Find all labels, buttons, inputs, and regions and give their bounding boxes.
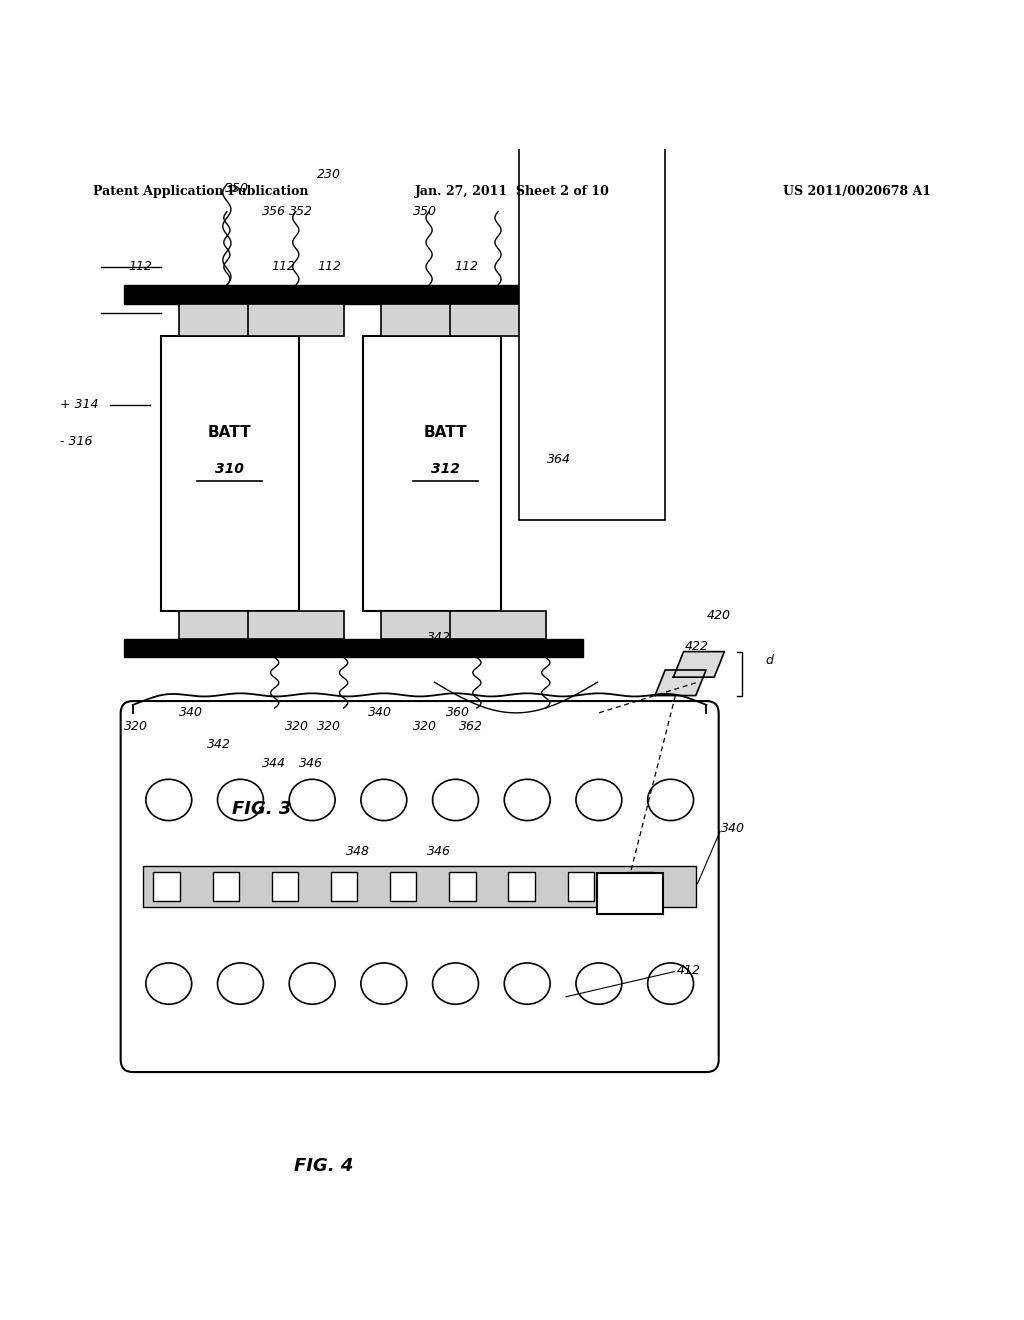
Text: 350: 350: [225, 182, 249, 195]
Text: 340: 340: [179, 706, 203, 719]
Text: FIG. 4: FIG. 4: [295, 1158, 353, 1175]
Bar: [390, 873, 417, 902]
Bar: [143, 866, 696, 907]
Text: 112: 112: [317, 260, 341, 273]
Ellipse shape: [647, 962, 693, 1005]
Text: FIG. 3: FIG. 3: [232, 800, 292, 818]
Text: BATT: BATT: [208, 425, 252, 440]
Polygon shape: [674, 652, 724, 677]
Text: 346: 346: [427, 845, 451, 858]
Ellipse shape: [289, 779, 335, 821]
Bar: [179, 304, 274, 335]
Polygon shape: [655, 671, 706, 696]
Text: 364: 364: [547, 453, 570, 466]
Text: 320: 320: [414, 719, 437, 733]
Bar: [450, 873, 476, 902]
Text: 422: 422: [684, 640, 709, 653]
Ellipse shape: [145, 962, 191, 1005]
Text: + 314: + 314: [59, 399, 98, 412]
Text: 112: 112: [271, 260, 295, 273]
Text: 230: 230: [317, 169, 341, 181]
Text: 312: 312: [431, 462, 460, 477]
Bar: [597, 873, 664, 915]
Bar: [381, 304, 477, 335]
Bar: [519, 0, 665, 520]
Bar: [567, 873, 594, 902]
Ellipse shape: [217, 779, 263, 821]
Text: 344: 344: [262, 756, 286, 770]
Text: 320: 320: [124, 719, 147, 733]
Bar: [509, 873, 535, 902]
Text: 352: 352: [290, 205, 313, 218]
Bar: [271, 873, 298, 902]
Text: 360: 360: [445, 706, 470, 719]
Ellipse shape: [504, 779, 550, 821]
Text: 346: 346: [299, 756, 323, 770]
Text: 356: 356: [262, 205, 286, 218]
Text: 348: 348: [346, 845, 370, 858]
Bar: [154, 873, 180, 902]
Text: 412: 412: [677, 965, 701, 978]
Bar: [179, 611, 274, 639]
Ellipse shape: [575, 779, 622, 821]
Text: - 316: - 316: [59, 436, 92, 447]
Bar: [124, 285, 584, 304]
Ellipse shape: [145, 779, 191, 821]
Bar: [451, 611, 546, 639]
Bar: [451, 304, 546, 335]
Text: 342: 342: [207, 738, 230, 751]
Text: 362: 362: [460, 719, 483, 733]
Ellipse shape: [217, 962, 263, 1005]
Ellipse shape: [575, 962, 622, 1005]
Bar: [124, 639, 584, 657]
Text: 342: 342: [427, 631, 451, 644]
Ellipse shape: [647, 779, 693, 821]
Text: 310: 310: [215, 462, 244, 477]
Text: Jan. 27, 2011  Sheet 2 of 10: Jan. 27, 2011 Sheet 2 of 10: [415, 185, 609, 198]
Text: 420: 420: [707, 609, 730, 622]
Bar: [627, 873, 653, 902]
Text: 112: 112: [455, 260, 479, 273]
Text: d: d: [765, 653, 773, 667]
Bar: [331, 873, 357, 902]
Bar: [161, 335, 299, 611]
Text: BATT: BATT: [424, 425, 467, 440]
Text: 320: 320: [317, 719, 341, 733]
FancyBboxPatch shape: [121, 701, 719, 1072]
Ellipse shape: [289, 962, 335, 1005]
Text: 350: 350: [414, 205, 437, 218]
Ellipse shape: [360, 962, 407, 1005]
Bar: [248, 304, 344, 335]
Text: 112: 112: [129, 260, 153, 273]
Text: 340: 340: [368, 706, 391, 719]
Ellipse shape: [504, 962, 550, 1005]
Text: Patent Application Publication: Patent Application Publication: [93, 185, 309, 198]
Ellipse shape: [432, 779, 478, 821]
Text: 340: 340: [721, 822, 745, 836]
Ellipse shape: [432, 962, 478, 1005]
Bar: [248, 611, 344, 639]
Bar: [362, 335, 501, 611]
Text: 320: 320: [285, 719, 309, 733]
Ellipse shape: [360, 779, 407, 821]
Bar: [213, 873, 239, 902]
Bar: [381, 611, 477, 639]
Text: US 2011/0020678 A1: US 2011/0020678 A1: [782, 185, 931, 198]
